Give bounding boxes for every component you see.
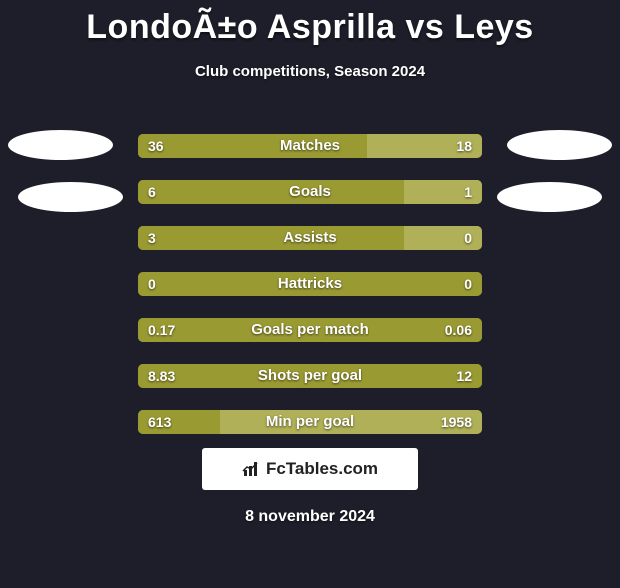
bar-value-right: 0: [464, 226, 472, 250]
bar-row: Goals6 1: [138, 180, 482, 204]
chart-icon: [242, 460, 260, 478]
bar-value-right: 1958: [441, 410, 472, 434]
bar-row: Assists3 0: [138, 226, 482, 250]
bar-value-right: 1: [464, 180, 472, 204]
bar-value-left: 36: [148, 134, 164, 158]
bar-value-right: 18: [456, 134, 472, 158]
bar-value-left: 6: [148, 180, 156, 204]
bar-label: Shots per goal: [138, 364, 482, 388]
bar-value-left: 613: [148, 410, 171, 434]
bar-row: Min per goal613 1958: [138, 410, 482, 434]
bar-value-left: 0: [148, 272, 156, 296]
bar-value-right: 0.06: [445, 318, 472, 342]
page-title: LondoÃ±o Asprilla vs Leys: [0, 8, 620, 47]
player-left-photo-2: [18, 182, 123, 212]
date-text: 8 november 2024: [0, 508, 620, 526]
bar-label: Min per goal: [138, 410, 482, 434]
bar-label: Hattricks: [138, 272, 482, 296]
bar-value-left: 8.83: [148, 364, 175, 388]
bar-label: Assists: [138, 226, 482, 250]
branding-badge: FcTables.com: [202, 448, 418, 490]
bar-value-left: 3: [148, 226, 156, 250]
bar-label: Matches: [138, 134, 482, 158]
bar-value-left: 0.17: [148, 318, 175, 342]
player-right-photo-2: [497, 182, 602, 212]
bar-value-right: 12: [456, 364, 472, 388]
bar-row: Goals per match0.17 0.06: [138, 318, 482, 342]
branding-text: FcTables.com: [266, 459, 378, 479]
player-right-photo-1: [507, 130, 612, 160]
bar-row: Hattricks0 0: [138, 272, 482, 296]
bar-row: Matches36 18: [138, 134, 482, 158]
page-subtitle: Club competitions, Season 2024: [0, 63, 620, 80]
bar-row: Shots per goal8.83 12: [138, 364, 482, 388]
bar-label: Goals per match: [138, 318, 482, 342]
comparison-bars: Matches3618Goals61Assists30Hattricks00Go…: [138, 134, 482, 456]
player-left-photo-1: [8, 130, 113, 160]
bar-value-right: 0: [464, 272, 472, 296]
bar-label: Goals: [138, 180, 482, 204]
